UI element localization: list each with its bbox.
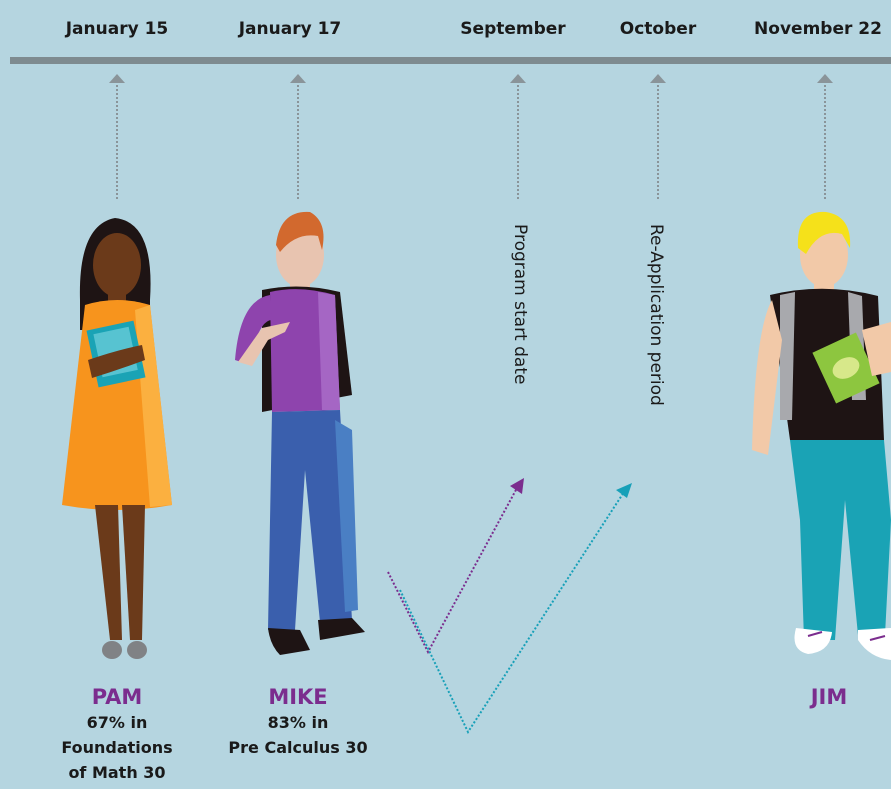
annotation: Re-Application period [646, 224, 666, 406]
person-name: MIKE [268, 685, 327, 709]
annotation: Program start date [510, 224, 530, 384]
person-detail: Pre Calculus 30 [228, 738, 367, 757]
timeline-label: November 22 [754, 19, 882, 39]
timeline-label: September [460, 19, 566, 39]
timeline-label: January 17 [238, 19, 342, 39]
timeline-label: January 15 [65, 19, 169, 39]
person-name: JIM [809, 685, 848, 709]
infographic: January 15 January 17 September October … [0, 0, 891, 789]
person-detail: 83% in [268, 713, 329, 732]
person-detail: Foundations [61, 738, 172, 757]
timeline-bar [10, 57, 891, 64]
person-name: PAM [92, 685, 143, 709]
person-detail: of Math 30 [68, 763, 165, 782]
timeline-label: October [620, 19, 697, 39]
person-detail: 67% in [87, 713, 148, 732]
